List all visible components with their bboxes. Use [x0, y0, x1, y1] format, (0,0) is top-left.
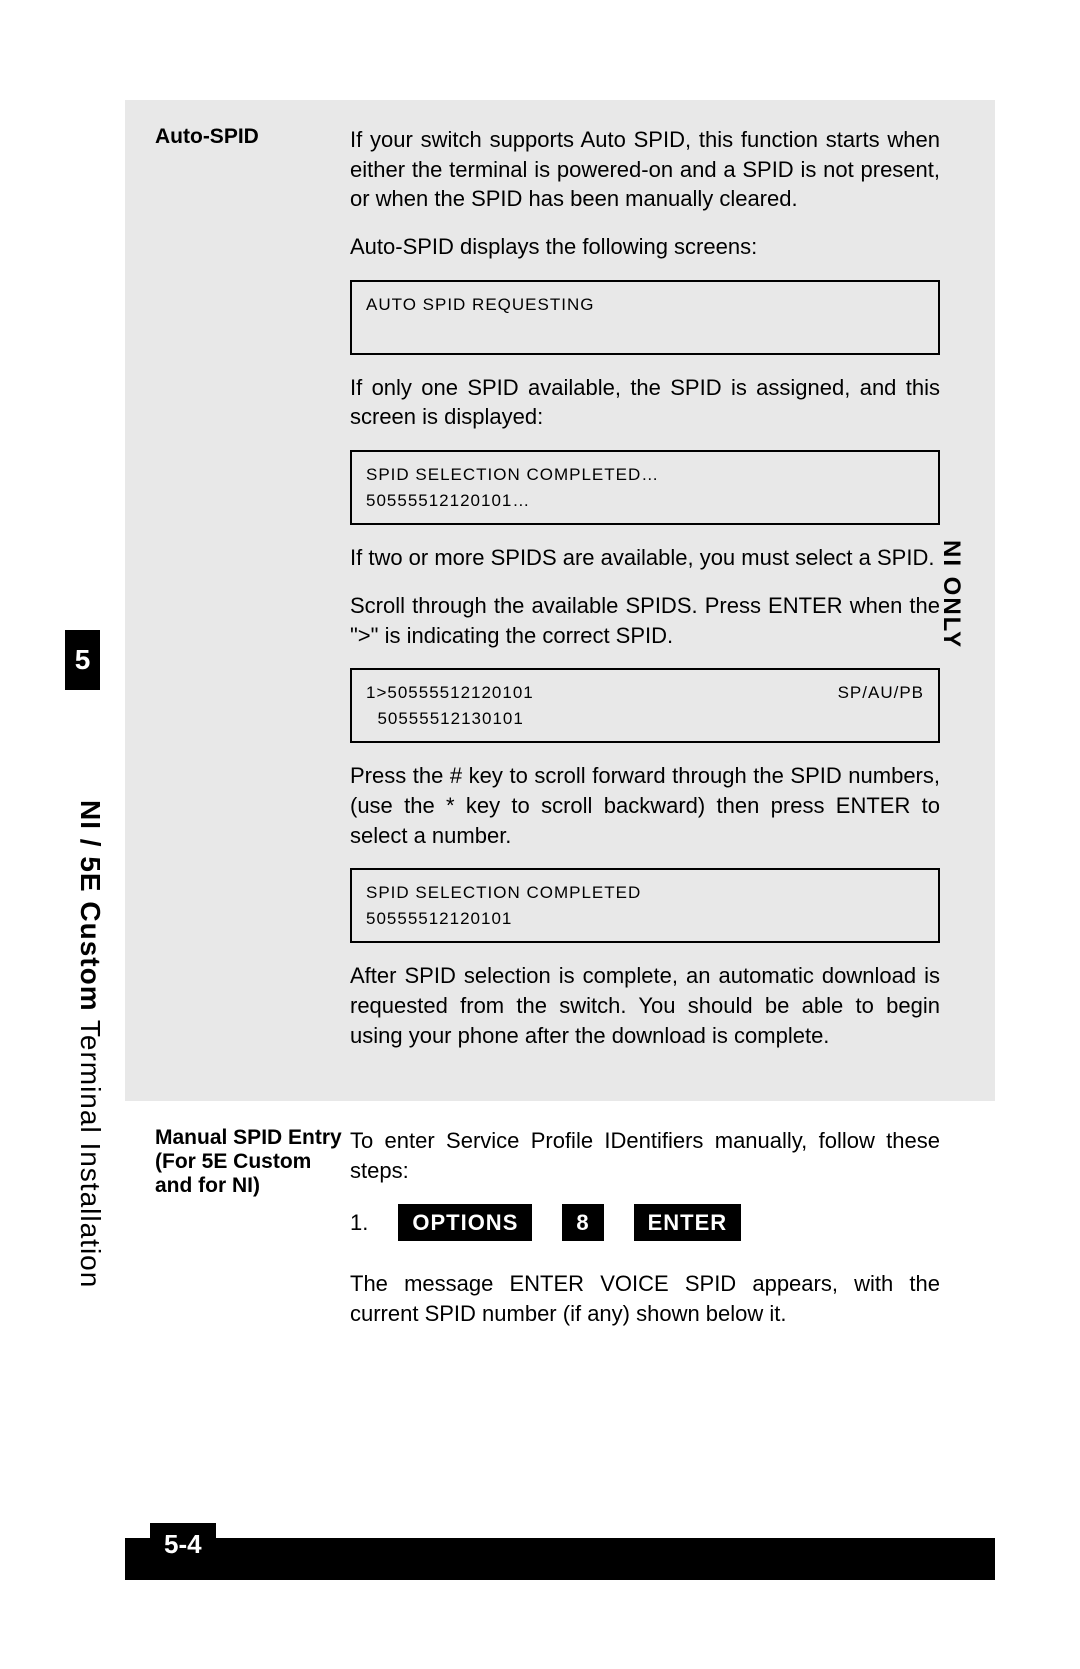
manual-spid-content: To enter Service Profile IDentifiers man… — [350, 1126, 940, 1346]
enter-key: ENTER — [634, 1204, 742, 1242]
manual-spid-heading: Manual SPID Entry (For 5E Custom and for… — [155, 1126, 350, 1346]
auto-spid-para3: If only one SPID available, the SPID is … — [350, 373, 940, 432]
screen2-line1: SPID SELECTION COMPLETED… — [366, 462, 924, 488]
screen-spid-completed-1: SPID SELECTION COMPLETED… 50555512120101… — [350, 450, 940, 525]
screen3-line1-right: SP/AU/PB — [838, 680, 924, 706]
auto-spid-para7: After SPID selection is complete, an aut… — [350, 961, 940, 1050]
step-1-number: 1. — [350, 1208, 368, 1238]
manual-spid-section: Manual SPID Entry (For 5E Custom and for… — [125, 1101, 995, 1379]
auto-spid-para1: If your switch supports Auto SPID, this … — [350, 125, 940, 214]
screen3-line2: 50555512130101 — [366, 706, 924, 732]
screen-spid-list: 1>50555512120101 SP/AU/PB 50555512130101 — [350, 668, 940, 743]
auto-spid-para4: If two or more SPIDS are available, you … — [350, 543, 940, 573]
manual-spid-para2: The message ENTER VOICE SPID appears, wi… — [350, 1269, 940, 1328]
section-number: 5 — [75, 644, 91, 676]
page-footer-bar — [125, 1538, 995, 1580]
side-label-bold: NI / 5E Custom — [75, 800, 106, 1012]
auto-spid-para6: Press the # key to scroll forward throug… — [350, 761, 940, 850]
auto-spid-section: NI ONLY Auto-SPID If your switch support… — [125, 100, 995, 1101]
step-1: 1. OPTIONS 8 ENTER — [350, 1204, 940, 1242]
auto-spid-heading: Auto-SPID — [155, 125, 350, 1068]
eight-key: 8 — [562, 1204, 603, 1242]
screen-auto-spid-requesting: AUTO SPID REQUESTING — [350, 280, 940, 355]
page-number: 5-4 — [150, 1523, 216, 1566]
auto-spid-para2: Auto-SPID displays the following screens… — [350, 232, 940, 262]
options-key: OPTIONS — [398, 1204, 532, 1242]
screen4-line2: 50555512120101 — [366, 906, 924, 932]
auto-spid-para5: Scroll through the available SPIDS. Pres… — [350, 591, 940, 650]
screen-spid-completed-2: SPID SELECTION COMPLETED 50555512120101 — [350, 868, 940, 943]
screen4-line1: SPID SELECTION COMPLETED — [366, 880, 924, 906]
screen1-text: AUTO SPID REQUESTING — [366, 292, 924, 318]
section-number-tab: 5 — [65, 630, 100, 690]
ni-only-label: NI ONLY — [935, 540, 965, 649]
side-chapter-label: NI / 5E Custom Terminal Installation — [75, 800, 105, 1400]
manual-page: 5 NI / 5E Custom Terminal Installation N… — [95, 100, 1000, 1580]
screen2-line2: 50555512120101… — [366, 488, 924, 514]
auto-spid-content: If your switch supports Auto SPID, this … — [350, 125, 940, 1068]
manual-spid-para1: To enter Service Profile IDentifiers man… — [350, 1126, 940, 1185]
side-label-rest: Terminal Installation — [75, 1012, 106, 1289]
screen3-line1-left: 1>50555512120101 — [366, 683, 534, 702]
